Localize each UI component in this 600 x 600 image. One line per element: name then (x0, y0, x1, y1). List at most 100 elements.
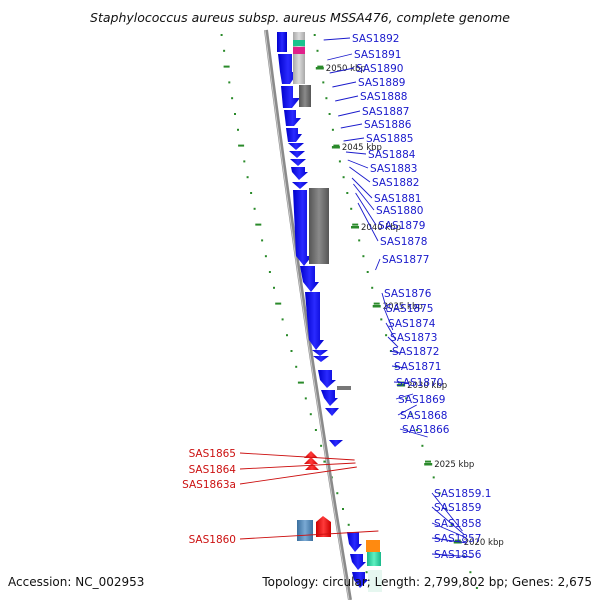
tick-mark (469, 571, 472, 574)
map-title: Staphylococcus aureus subsp. aureus MSSA… (90, 10, 510, 25)
tick-mark (405, 397, 408, 400)
gene-label[interactable]: SAS1858 (434, 518, 481, 530)
feature-light-block (293, 32, 305, 84)
tick-mark (366, 271, 369, 273)
tick-mark (362, 255, 365, 258)
kbp-tick (424, 463, 433, 466)
leader-line (399, 428, 428, 438)
tick-mark (328, 113, 331, 115)
gene-label[interactable]: SAS1880 (376, 205, 423, 217)
gene-label[interactable]: SAS1885 (366, 133, 413, 145)
gene-label[interactable]: SAS1864 (189, 464, 237, 476)
gene-label[interactable]: SAS1892 (352, 33, 399, 45)
gene-label[interactable]: SAS1875 (386, 303, 433, 315)
gene-label[interactable]: SAS1883 (370, 163, 417, 175)
gene-label[interactable]: SAS1860 (189, 534, 236, 546)
leader-line (431, 537, 468, 544)
gene-label[interactable]: SAS1859 (434, 502, 481, 514)
gene-label[interactable]: SAS1859.1 (434, 488, 491, 500)
gene-label[interactable]: SAS1865 (189, 448, 236, 460)
tick-mark (454, 539, 461, 542)
tick-mark (333, 144, 340, 147)
tick-mark (322, 81, 325, 84)
tick-mark (295, 365, 298, 368)
tick-mark (425, 460, 431, 463)
leader-line (351, 177, 373, 199)
gene-label[interactable]: SAS1873 (390, 332, 437, 344)
gene-sas1885 (289, 151, 305, 158)
gene-label[interactable]: SAS1874 (388, 318, 436, 330)
leader-line (239, 462, 356, 470)
tick-mark (250, 192, 253, 194)
gene-label[interactable]: SAS1872 (392, 346, 439, 358)
gene-label[interactable]: SAS1889 (358, 77, 405, 89)
gene-label[interactable]: SAS1869 (398, 394, 445, 406)
tick-mark (385, 334, 388, 337)
gene-label[interactable]: SAS1887 (362, 106, 409, 118)
gene-label[interactable]: SAS1888 (360, 91, 407, 103)
gene-sas1859 (347, 532, 362, 552)
gene-label[interactable]: SAS1857 (434, 533, 481, 545)
tick-mark (286, 334, 288, 337)
gene-label[interactable]: SAS1891 (354, 49, 401, 61)
tick-mark (313, 34, 316, 36)
leader-line (332, 81, 357, 88)
feature-teal-block (367, 552, 381, 566)
gene-label[interactable]: SAS1890 (356, 63, 403, 75)
tick-mark (281, 318, 284, 321)
left-leader-lines (239, 452, 379, 540)
gene-label[interactable]: SAS1886 (364, 119, 412, 131)
tick-mark (421, 444, 424, 447)
feature-grey-block-1 (299, 85, 311, 107)
gene-label[interactable]: SAS1881 (374, 193, 421, 205)
kbp-label: 2045 kbp (342, 143, 382, 153)
gene-label[interactable]: SAS1870 (396, 377, 443, 389)
leader-line (335, 95, 359, 102)
tick-mark (290, 350, 293, 352)
gene-label[interactable]: SAS1882 (372, 177, 419, 189)
leader-line (239, 466, 357, 485)
gene-sas1879 (293, 190, 312, 266)
tick-mark (450, 523, 453, 526)
gene-sas1866 (329, 440, 343, 447)
tick-mark (352, 223, 359, 226)
leader-line (393, 381, 410, 384)
tick-mark (316, 49, 319, 52)
gene-label[interactable]: SAS1866 (402, 424, 450, 436)
tick-mark (255, 223, 262, 226)
leader-line (387, 336, 399, 348)
gene-label[interactable]: SAS1863a (182, 479, 236, 491)
leader-line (385, 322, 397, 341)
leader-line (323, 37, 351, 41)
accession-text: Accession: NC_002953 (8, 575, 144, 589)
gene-label[interactable]: SAS1879 (378, 220, 425, 232)
right-leader-lines (323, 37, 473, 558)
feature-orange-block (366, 540, 380, 552)
kbp-tick (315, 67, 324, 70)
tick-mark (246, 176, 249, 179)
tick-mark (325, 97, 328, 100)
gene-label[interactable]: SAS1856 (434, 549, 482, 561)
tick-mark (304, 397, 307, 400)
gene-sas1892 (277, 32, 287, 52)
feature-grey-bar (337, 386, 351, 390)
gene-label[interactable]: SAS1884 (368, 149, 416, 161)
leader-line (431, 553, 473, 558)
leader-line (340, 123, 363, 129)
right-gene-labels: SAS1892 SAS1891 SAS1890 SAS1889 SAS1888 SAS18… (352, 33, 491, 561)
leader-line (397, 404, 417, 416)
tick-mark (237, 128, 239, 131)
gene-label[interactable]: SAS1868 (400, 410, 447, 422)
gene-label[interactable]: SAS1877 (382, 254, 429, 266)
tick-mark (238, 144, 245, 147)
feature-track (293, 32, 382, 592)
kbp-tick (331, 146, 340, 149)
leader-line (431, 492, 463, 532)
gene-label[interactable]: SAS1876 (384, 288, 432, 300)
tick-mark (220, 34, 223, 36)
gene-sas1857 (352, 572, 368, 588)
leader-line (353, 183, 375, 211)
gene-label[interactable]: SAS1871 (394, 361, 441, 373)
gene-label[interactable]: SAS1878 (380, 236, 427, 248)
